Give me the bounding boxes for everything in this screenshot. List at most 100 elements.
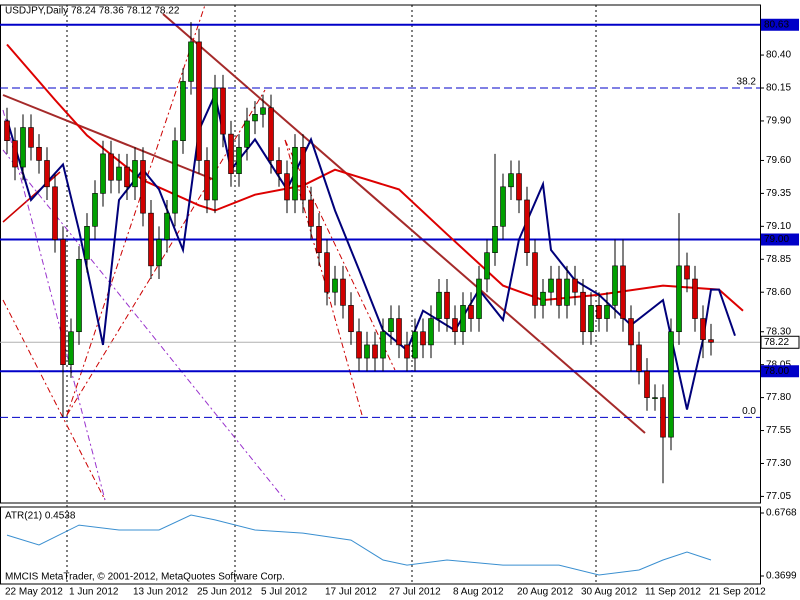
candle-body — [180, 81, 186, 141]
candle-body — [204, 160, 210, 201]
bid-label-box — [760, 335, 800, 349]
candle-body — [236, 146, 242, 174]
candle-body — [252, 114, 258, 122]
y-tick-label: 78.30 — [766, 326, 791, 337]
gann-line — [66, 5, 206, 416]
y-tick-label: 80.40 — [766, 50, 791, 61]
y-tick-label: 0.3699 — [766, 571, 797, 582]
level-label: 0.0 — [742, 406, 756, 417]
candle-body — [396, 318, 402, 346]
atr-line — [6, 514, 712, 576]
level-label: 38.2 — [737, 77, 757, 88]
x-tick-label: 1 Jun 2012 — [69, 587, 119, 598]
candle-body — [316, 226, 322, 253]
x-tick-label: 5 Jul 2012 — [261, 587, 308, 598]
candle-body — [484, 252, 490, 280]
candle-body — [540, 291, 546, 306]
candle-body — [340, 278, 346, 306]
y-tick-label: 77.80 — [766, 392, 791, 403]
x-tick-label: 30 Aug 2012 — [581, 587, 638, 598]
candle-body — [60, 239, 66, 365]
candle-body — [92, 193, 98, 227]
plot-layer — [0, 22, 760, 484]
indicator-frame — [0, 506, 761, 585]
trend-line — [2, 94, 216, 181]
candle-body — [404, 344, 410, 359]
candle-body — [604, 305, 610, 319]
candle-body — [212, 87, 218, 201]
x-tick-label: 21 Sep 2012 — [709, 587, 766, 598]
y-tick-label: 0.6768 — [766, 508, 797, 519]
candle-body — [172, 140, 178, 214]
candle-body — [476, 278, 482, 319]
candle-body — [572, 278, 578, 293]
level-label-box — [761, 18, 799, 31]
candle-body — [516, 173, 522, 201]
candle-body — [108, 153, 114, 181]
candle-body — [612, 265, 618, 306]
candle-body — [676, 265, 682, 333]
x-tick-label: 27 Jul 2012 — [389, 587, 441, 598]
candle-body — [348, 305, 354, 333]
y-tick-label: 80.15 — [766, 83, 791, 94]
candle-body — [444, 291, 450, 319]
candle-body — [52, 186, 58, 240]
copyright: MMCIS MetaTrader, © 2001-2012, MetaQuote… — [5, 572, 285, 583]
candle-body — [700, 318, 706, 340]
y-tick-label: 77.05 — [766, 491, 791, 502]
candle-body — [580, 291, 586, 333]
candle-body — [684, 265, 690, 280]
gann-line — [2, 299, 106, 501]
candle-body — [500, 186, 506, 227]
candle-body — [140, 160, 146, 214]
candle-body — [68, 331, 74, 365]
level-label: 78.00 — [764, 366, 789, 377]
candle-body — [292, 146, 298, 201]
level-label: 80.63 — [764, 19, 789, 30]
candle-body — [76, 258, 82, 333]
candle-body — [692, 278, 698, 319]
candle-body — [532, 252, 538, 306]
candle-body — [420, 331, 426, 346]
level-label-box — [761, 233, 799, 246]
x-tick-label: 13 Jun 2012 — [133, 587, 188, 598]
candle-body — [468, 305, 474, 319]
candle-body — [220, 87, 226, 135]
candle-body — [436, 291, 442, 319]
x-tick-label: 17 Jul 2012 — [325, 587, 377, 598]
candle-body — [492, 226, 498, 253]
gann-line — [2, 109, 106, 501]
y-tick-label: 78.05 — [766, 359, 791, 370]
y-tick-label: 78.60 — [766, 287, 791, 298]
candle-body — [588, 305, 594, 333]
candle-body — [412, 331, 418, 359]
candle-body — [244, 120, 250, 148]
candle-body — [4, 120, 10, 141]
x-tick-label: 11 Sep 2012 — [645, 587, 701, 598]
candle-body — [148, 212, 154, 267]
candle-body — [324, 252, 330, 293]
candle-body — [356, 331, 362, 359]
candle-body — [132, 160, 138, 188]
candle-body — [628, 318, 634, 346]
candle-body — [156, 239, 162, 267]
candle-body — [644, 370, 650, 398]
candle-body — [100, 153, 106, 194]
candle-body — [196, 41, 202, 161]
candle-body — [268, 107, 274, 161]
y-tick-label: 79.60 — [766, 155, 791, 166]
candle-body — [84, 226, 90, 260]
candle-body — [452, 318, 458, 333]
candle-body — [188, 41, 194, 82]
candle-body — [564, 278, 570, 306]
x-tick-label: 20 Aug 2012 — [517, 587, 574, 598]
candle-body — [308, 199, 314, 227]
trend-line — [162, 13, 646, 434]
candle-body — [668, 331, 674, 438]
candle-body — [372, 344, 378, 359]
candle-body — [276, 160, 282, 174]
candle-body — [460, 305, 466, 333]
